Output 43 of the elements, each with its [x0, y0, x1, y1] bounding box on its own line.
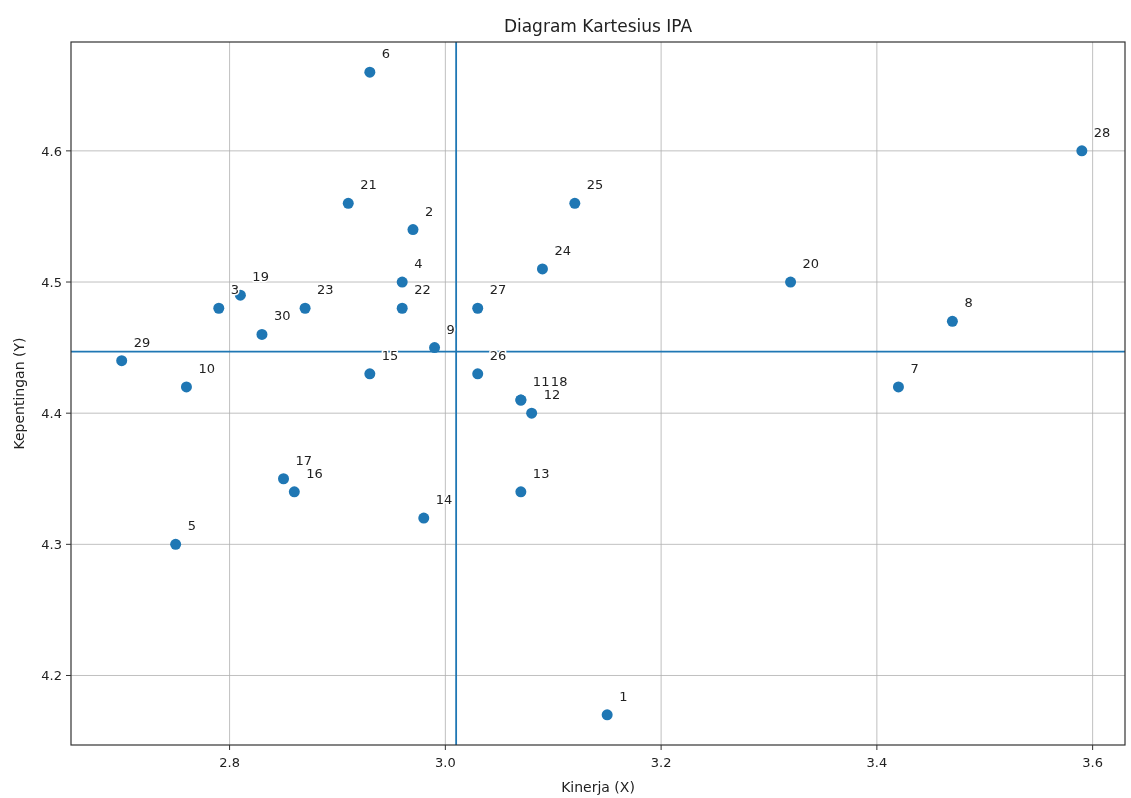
annotation: 14 — [435, 492, 453, 508]
annotation: 23 — [317, 282, 334, 298]
y-axis-title: Kepentingan (Y) — [11, 337, 27, 450]
x-tick-label: 3.4 — [866, 755, 888, 770]
annotation: 26 — [489, 347, 507, 363]
annotation: 20 — [802, 256, 820, 272]
chart-title: Diagram Kartesius IPA — [503, 16, 693, 36]
annotation: 22 — [414, 282, 431, 298]
annotation: 27 — [489, 282, 507, 298]
annotation: 6 — [381, 46, 391, 62]
annotation: 17 — [295, 452, 313, 468]
annotation: 18 — [550, 374, 568, 390]
annotation: 3 — [230, 282, 240, 298]
x-tick-label: 3.0 — [435, 755, 456, 770]
x-tick-label: 3.6 — [1082, 755, 1103, 770]
annotation: 15 — [381, 347, 399, 363]
y-tick-label: 4.6 — [41, 143, 62, 159]
annotation: 11 — [532, 374, 550, 390]
annotation: 8 — [964, 295, 973, 311]
annotation: 1 — [619, 688, 628, 704]
y-tick-label: 4.4 — [41, 406, 62, 422]
annotation: 4 — [414, 256, 423, 272]
x-tick-label: 2.8 — [219, 755, 240, 770]
annotation: 13 — [532, 465, 550, 481]
x-tick-label: 3.2 — [650, 755, 672, 770]
annotation: 2 — [424, 203, 434, 219]
annotation: 30 — [273, 308, 291, 324]
y-tick-label: 4.5 — [41, 275, 62, 291]
annotation: 29 — [133, 334, 151, 350]
annotation: 16 — [306, 465, 323, 481]
annotation: 28 — [1093, 124, 1111, 140]
y-tick-label: 4.3 — [41, 537, 62, 553]
annotation: 9 — [446, 321, 455, 337]
annotation: 12 — [543, 387, 561, 403]
annotation: 21 — [360, 177, 377, 193]
x-axis-title: Kinerja (X) — [561, 779, 635, 795]
y-tick-label: 4.2 — [41, 668, 62, 684]
annotation: 24 — [554, 242, 571, 258]
annotation: 5 — [187, 518, 196, 534]
annotation: 25 — [586, 177, 604, 193]
annotation: 10 — [198, 360, 215, 376]
annotation: 7 — [910, 360, 919, 376]
annotation: 19 — [252, 269, 269, 285]
